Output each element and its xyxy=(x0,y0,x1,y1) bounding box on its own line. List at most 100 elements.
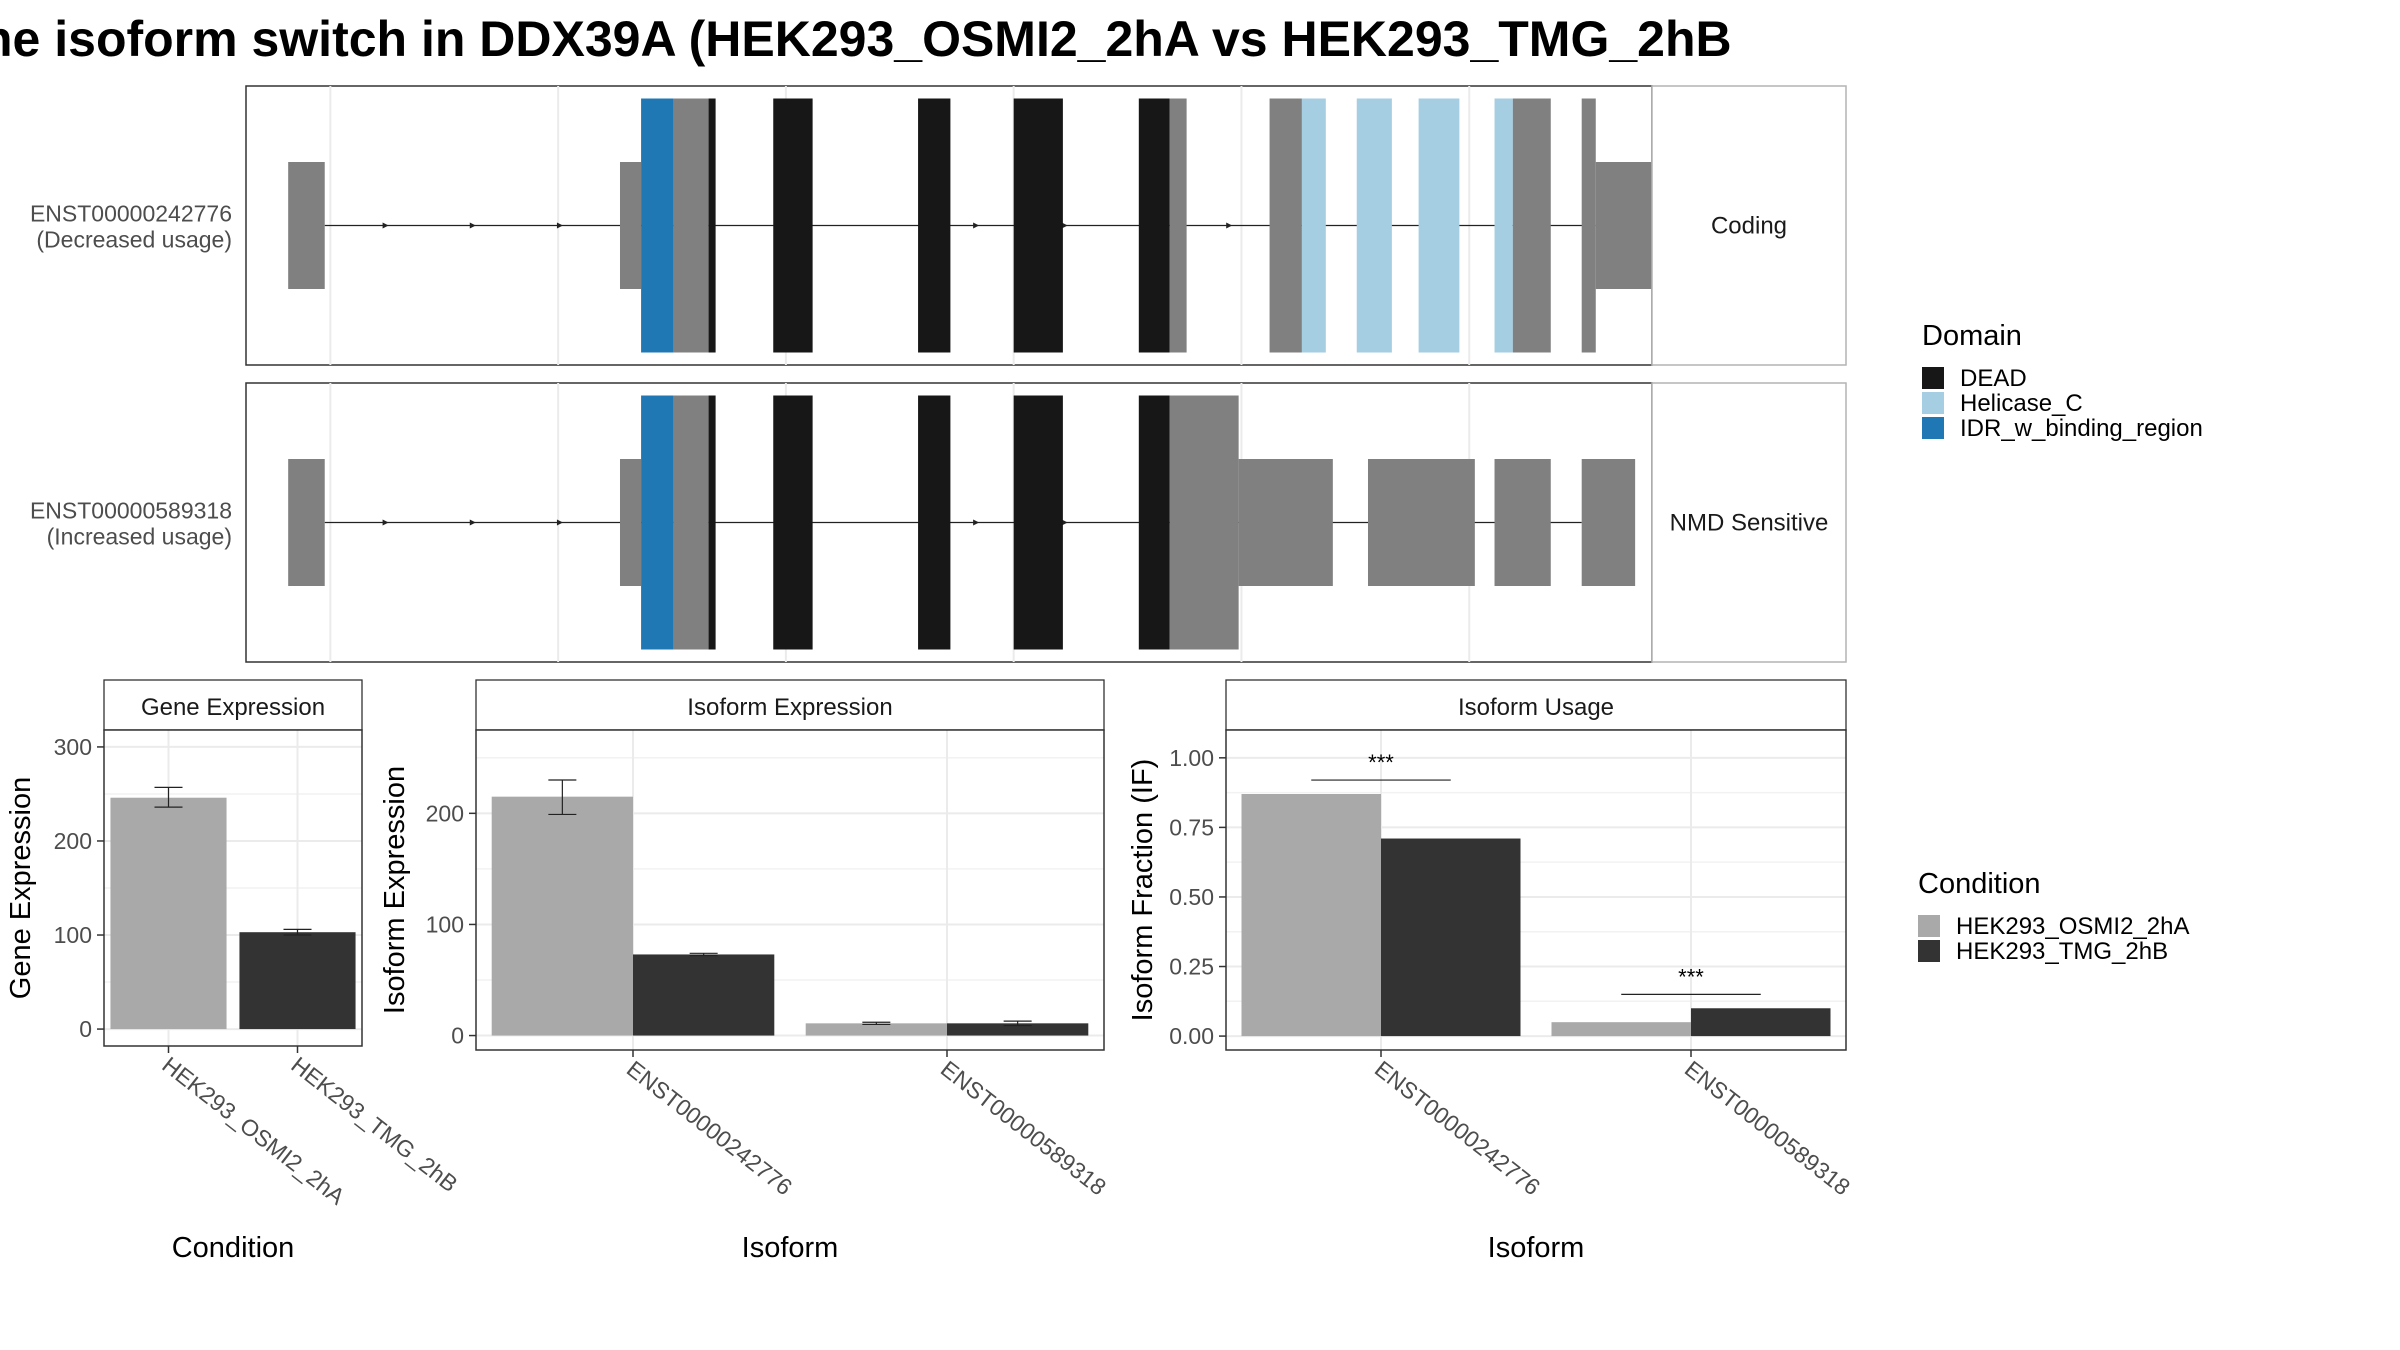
bar xyxy=(1381,838,1521,1037)
utr-exon xyxy=(1169,98,1187,353)
panel-border xyxy=(103,729,363,1047)
domain-exon xyxy=(918,395,951,650)
strand-arrow xyxy=(556,519,563,526)
utr-exon xyxy=(1512,98,1551,353)
x-axis-label: Isoform xyxy=(1488,1232,1585,1264)
strip-label: Coding xyxy=(1711,213,1787,240)
domain-exon xyxy=(1013,395,1063,650)
panel-border xyxy=(1225,729,1847,1051)
strand-arrow xyxy=(556,222,563,229)
transcript-usage-label: (Decreased usage) xyxy=(36,227,232,253)
strand-arrow xyxy=(469,222,476,229)
utr-exon xyxy=(1595,162,1652,289)
utr-exon xyxy=(1238,459,1333,586)
y-axis-label: Gene Expression xyxy=(5,777,37,999)
domain-exon xyxy=(773,395,813,650)
bar xyxy=(239,932,356,1030)
domain-exon xyxy=(708,98,716,353)
y-tick-label: 100 xyxy=(54,922,92,948)
strand-arrow xyxy=(382,222,389,229)
legend-title: Condition xyxy=(1918,868,2041,900)
utr-exon xyxy=(1581,98,1596,353)
domain-exon xyxy=(1013,98,1063,353)
legend-label: HEK293_OSMI2_2hA xyxy=(1956,913,2189,940)
domain-exon xyxy=(1301,98,1326,353)
legend-label: HEK293_TMG_2hB xyxy=(1956,938,2168,965)
domain-exon xyxy=(641,98,674,353)
panel-title: Gene Expression xyxy=(141,694,325,721)
y-tick-label: 0.25 xyxy=(1169,954,1214,980)
bar xyxy=(805,1023,947,1036)
x-tick-label: ENST00000589318 xyxy=(1680,1055,1855,1200)
strand-arrow xyxy=(1061,222,1068,229)
domain-exon xyxy=(918,98,951,353)
strand-arrow xyxy=(469,519,476,526)
domain-exon xyxy=(641,395,674,650)
x-tick-label: ENST00000242776 xyxy=(622,1055,797,1200)
panel-border xyxy=(475,729,1105,1051)
domain-exon xyxy=(1418,98,1460,353)
bar xyxy=(491,796,633,1036)
y-tick-label: 200 xyxy=(54,828,92,854)
utr-exon xyxy=(1367,459,1475,586)
x-tick-label: ENST00000589318 xyxy=(936,1055,1111,1200)
utr-exon xyxy=(1581,459,1636,586)
bar-panel: Isoform Usage 0.00 0.25 0.50 0.75 1.00 *** *** E… xyxy=(1127,679,1855,1264)
utr-exon xyxy=(288,162,325,289)
x-axis-label: Isoform xyxy=(742,1232,839,1264)
utr-exon xyxy=(673,98,709,353)
panel-strip xyxy=(103,679,363,731)
strand-arrow xyxy=(973,519,980,526)
bar xyxy=(110,797,227,1030)
domain-exon xyxy=(773,98,813,353)
utr-exon xyxy=(619,162,642,289)
utr-exon xyxy=(1269,98,1302,353)
significance-label: *** xyxy=(1678,964,1704,989)
utr-exon xyxy=(619,459,642,586)
domain-exon xyxy=(708,395,716,650)
legend-title: Domain xyxy=(1922,320,2022,352)
y-tick-label: 300 xyxy=(54,734,92,760)
domain-exon xyxy=(1138,98,1170,353)
y-tick-label: 0.50 xyxy=(1169,884,1214,910)
legend-swatch xyxy=(1922,367,1944,389)
transcript-track: NMD Sensitive ENST00000589318(Increased u… xyxy=(30,382,1847,663)
legend-label: DEAD xyxy=(1960,365,2027,392)
strip-panel xyxy=(1651,85,1847,366)
y-tick-label: 0 xyxy=(79,1016,92,1042)
y-axis-label: Isoform Fraction (IF) xyxy=(1127,759,1159,1022)
utr-exon xyxy=(288,459,325,586)
transcript-track: Coding ENST00000242776(Decreased usage) xyxy=(30,85,1847,366)
strip-panel xyxy=(1651,382,1847,663)
domain-exon xyxy=(1138,395,1170,650)
transcript-id-label: ENST00000242776 xyxy=(30,201,232,227)
y-tick-label: 1.00 xyxy=(1169,745,1214,771)
figure-title: he isoform switch in DDX39A (HEK293_OSMI… xyxy=(0,11,1732,67)
bar xyxy=(1551,1022,1691,1037)
domain-exon xyxy=(1356,98,1392,353)
legend-label: Helicase_C xyxy=(1960,390,2083,417)
legends: Domain DEADHelicase_CIDR_w_binding_region… xyxy=(1918,320,2203,965)
bar-panel: Isoform Expression 0 100 200 ENST00000242776… xyxy=(379,679,1111,1264)
strand-arrow xyxy=(1226,222,1233,229)
x-tick-label: ENST00000242776 xyxy=(1370,1055,1545,1200)
y-axis-label: Isoform Expression xyxy=(379,766,411,1014)
legend-swatch xyxy=(1922,417,1944,439)
legend-swatch xyxy=(1918,915,1940,937)
utr-exon xyxy=(673,395,709,650)
domain-exon xyxy=(1494,98,1513,353)
y-tick-label: 100 xyxy=(426,911,464,937)
utr-exon xyxy=(1494,459,1551,586)
bar xyxy=(633,954,775,1036)
y-tick-label: 0.00 xyxy=(1169,1023,1214,1049)
strand-arrow xyxy=(382,519,389,526)
x-axis-label: Condition xyxy=(172,1232,295,1264)
strand-arrow xyxy=(973,222,980,229)
legend-label: IDR_w_binding_region xyxy=(1960,415,2203,442)
utr-exon xyxy=(1169,395,1239,650)
expression-panels: Gene Expression0100200300HEK293_OSMI2_2h… xyxy=(5,679,1855,1264)
y-tick-label: 200 xyxy=(426,800,464,826)
